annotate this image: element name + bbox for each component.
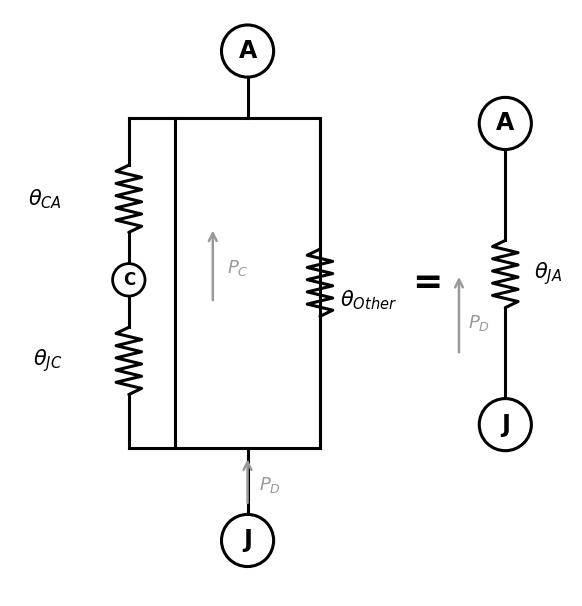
Text: $P_D$: $P_D$ bbox=[259, 476, 281, 496]
Text: $\theta_{JC}$: $\theta_{JC}$ bbox=[33, 347, 62, 375]
Circle shape bbox=[222, 25, 274, 77]
Text: =: = bbox=[412, 265, 442, 300]
Text: A: A bbox=[239, 39, 257, 63]
Text: $\theta_{JA}$: $\theta_{JA}$ bbox=[534, 261, 562, 287]
Circle shape bbox=[479, 98, 531, 150]
Text: J: J bbox=[501, 413, 510, 437]
Text: C: C bbox=[123, 271, 135, 289]
Text: $P_D$: $P_D$ bbox=[468, 313, 489, 333]
Text: $P_C$: $P_C$ bbox=[228, 258, 249, 278]
Text: $\theta_{CA}$: $\theta_{CA}$ bbox=[29, 187, 62, 210]
Circle shape bbox=[112, 264, 145, 296]
Text: $\theta_{Other}$: $\theta_{Other}$ bbox=[340, 288, 398, 312]
Text: A: A bbox=[496, 112, 514, 136]
Text: J: J bbox=[243, 528, 252, 553]
Circle shape bbox=[222, 514, 274, 567]
Circle shape bbox=[479, 399, 531, 451]
